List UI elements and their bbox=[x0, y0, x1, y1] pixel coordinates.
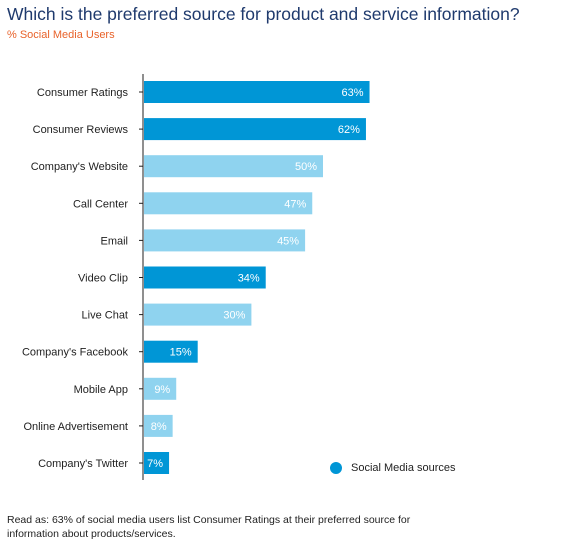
bar bbox=[144, 266, 266, 289]
bar bbox=[144, 229, 306, 252]
legend: Social Media sources bbox=[330, 460, 456, 476]
bar bbox=[144, 155, 323, 178]
footnote: Read as: 63% of social media users list … bbox=[7, 514, 411, 540]
category-label: Consumer Reviews bbox=[33, 124, 129, 136]
value-label: 7% bbox=[147, 458, 163, 470]
bar bbox=[144, 452, 170, 474]
bar bbox=[144, 303, 252, 326]
value-label: 9% bbox=[154, 384, 170, 396]
bar-chart: Consumer Ratings 63% Consumer Reviews 62% Co… bbox=[22, 74, 370, 480]
value-label: 50% bbox=[295, 161, 317, 173]
value-label: 15% bbox=[170, 347, 192, 359]
bar bbox=[144, 340, 198, 363]
category-label: Email bbox=[100, 235, 128, 247]
bar bbox=[144, 81, 370, 103]
bar bbox=[144, 414, 173, 437]
category-label: Online Advertisement bbox=[23, 421, 128, 433]
category-label: Company's Facebook bbox=[22, 347, 129, 359]
legend-marker bbox=[330, 462, 342, 474]
category-label: Video Clip bbox=[78, 273, 128, 285]
value-label: 34% bbox=[238, 273, 260, 285]
category-label: Company's Twitter bbox=[38, 458, 128, 470]
category-label: Consumer Ratings bbox=[37, 87, 129, 99]
category-label: Company's Website bbox=[31, 161, 128, 173]
chart-title: Which is the preferred source for produc… bbox=[7, 4, 520, 24]
category-label: Mobile App bbox=[74, 384, 128, 396]
value-label: 45% bbox=[277, 235, 299, 247]
bar bbox=[144, 118, 366, 141]
value-label: 8% bbox=[151, 421, 167, 433]
chart-subtitle: % Social Media Users bbox=[7, 29, 115, 41]
legend-label: Social Media sources bbox=[351, 462, 456, 474]
value-label: 63% bbox=[342, 87, 364, 99]
value-label: 30% bbox=[223, 310, 245, 322]
value-label: 47% bbox=[284, 198, 306, 210]
value-label: 62% bbox=[338, 124, 360, 136]
bar bbox=[144, 377, 177, 400]
bar bbox=[144, 192, 313, 215]
category-label: Call Center bbox=[73, 198, 128, 210]
category-label: Live Chat bbox=[82, 310, 128, 322]
